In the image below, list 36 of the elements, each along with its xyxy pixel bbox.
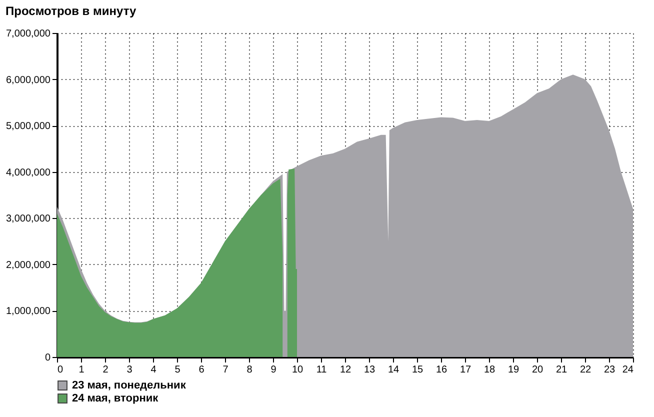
x-tick-label: 10 — [292, 364, 304, 376]
x-tick-label: 22 — [580, 364, 592, 376]
x-tick-label: 4 — [150, 364, 157, 376]
x-tick-label: 5 — [174, 364, 181, 376]
x-tick-label: 9 — [270, 364, 277, 376]
y-tick-label: 5,000,000 — [6, 121, 51, 132]
x-tick-label: 0 — [58, 364, 64, 376]
chart-title: Просмотров в минуту — [6, 4, 137, 18]
y-tick-label: 7,000,000 — [6, 28, 51, 40]
x-tick-label: 6 — [198, 364, 205, 376]
x-tick-label: 24 — [622, 364, 634, 376]
y-tick-label: 2,000,000 — [6, 260, 51, 271]
x-tick-label: 12 — [340, 364, 352, 376]
x-tick-label: 8 — [246, 364, 253, 376]
x-tick-label: 14 — [388, 364, 400, 376]
x-tick-label: 13 — [364, 364, 376, 376]
x-tick-label: 21 — [556, 364, 568, 376]
legend-label: 24 мая, вторник — [72, 392, 159, 404]
x-tick-label: 23 — [604, 364, 616, 376]
y-tick-label: 3,000,000 — [6, 214, 51, 225]
y-tick-label: 1,000,000 — [6, 306, 51, 318]
x-tick-label: 3 — [126, 364, 133, 376]
x-tick-label: 7 — [222, 364, 229, 376]
y-tick-label: 0 — [44, 352, 51, 364]
y-tick-label: 6,000,000 — [6, 74, 51, 86]
x-tick-label: 19 — [508, 364, 520, 376]
x-tick-label: 18 — [484, 364, 496, 376]
y-tick-label: 4,000,000 — [6, 167, 51, 178]
legend-label: 23 мая, понедельник — [72, 380, 186, 392]
x-tick-label: 1 — [78, 364, 85, 376]
x-tick-label: 11 — [316, 364, 328, 376]
x-tick-label: 20 — [532, 364, 544, 376]
x-tick-label: 15 — [412, 364, 424, 376]
x-tick-label: 16 — [436, 364, 448, 376]
x-tick-label: 17 — [460, 364, 472, 376]
x-tick-label: 2 — [102, 364, 109, 376]
